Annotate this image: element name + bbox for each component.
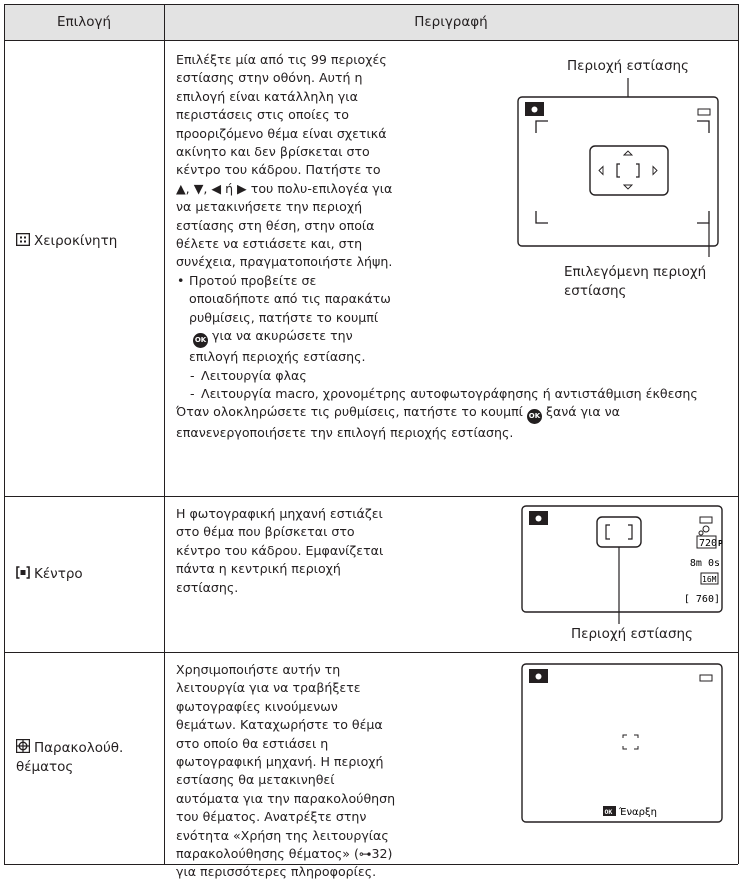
camera-screen: 720 P 8m 0s 16M [ 760] [521,505,723,624]
image-mode: 720 [699,538,717,549]
rule [4,864,738,865]
text: Προτού προβείτε σε οποιαδήποτε από τις π… [189,272,391,325]
rule [4,496,738,497]
option: Παρακολούθ. θέματος [15,738,156,777]
description: Η φωτογραφική μηχανή εστιάζει στο θέμα π… [176,506,384,595]
image-mode-suffix: P [718,539,723,548]
text: Όταν ολοκληρώσετε τις ρυθμίσεις, πατήστε… [176,404,523,420]
camera-screen [517,78,719,257]
camera-screen: OK Έναρξη [521,663,723,823]
size: 16M [702,575,717,584]
rule [4,4,5,864]
af-manual-icon [15,232,31,247]
text: ξανά για να επανενεργοποιήσετε την επιλο… [176,404,620,441]
paragraph: Επιλέξτε μία από τις 99 περιοχές εστίαση… [176,52,393,270]
time: 8m 0s [690,558,720,569]
af-center-icon [16,566,30,579]
rule [4,652,738,653]
ok-icon: OK [605,808,613,816]
figure-label: Περιοχή εστίασης [567,58,689,74]
rule [4,40,738,41]
option-label: Χειροκίνητη [34,233,118,249]
text: για να ακυρώσετε την επιλογή περιοχής εσ… [189,328,366,365]
ok-icon: OK [193,333,208,349]
description: Περιοχή εστίασης Επιλεγόμενη περιοχή εστ… [176,51,732,443]
paragraph: Όταν ολοκληρώσετε τις ρυθμίσεις, πατήστε… [176,403,732,442]
option: Κέντρο [16,565,83,584]
figure-label: Περιοχή εστίασης [571,626,693,642]
rule [4,4,738,5]
start-label: Έναρξη [618,806,657,818]
sub-item: Λειτουργία φλας [176,367,732,386]
rule [164,4,165,864]
description: Χρησιμοποιήστε αυτήν τη λειτουργία για ν… [176,662,396,880]
rule [738,4,739,864]
subject-tracking-icon [15,738,31,754]
header-cell: Περιγραφή [414,14,488,30]
remaining: [ 760] [684,594,720,605]
header-cell: Επιλογή [56,14,112,30]
option: Χειροκίνητη [15,232,118,251]
ok-icon: OK [526,409,542,425]
option-label: Παρακολούθ. θέματος [16,740,124,775]
option-label: Κέντρο [34,566,83,582]
header-row [4,4,738,40]
bullet: Προτού προβείτε σε οποιαδήποτε από τις π… [176,272,732,367]
sub-item: Λειτουργία macro, χρονομέτρης αυτοφωτογρ… [176,385,732,404]
